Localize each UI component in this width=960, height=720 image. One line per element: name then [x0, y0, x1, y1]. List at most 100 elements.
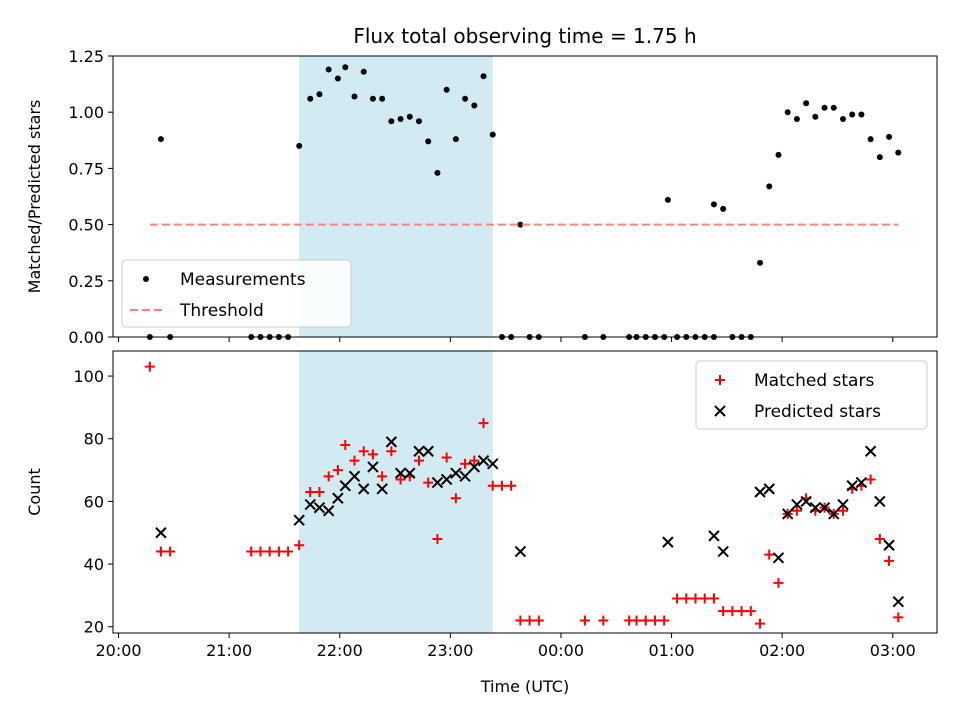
top-series — [146, 64, 902, 340]
data-point — [710, 201, 717, 208]
data-point — [489, 131, 496, 138]
data-point — [672, 593, 683, 604]
data-point — [755, 618, 766, 629]
data-point — [662, 536, 674, 548]
y-tick-label: 0.00 — [68, 328, 104, 347]
data-point — [837, 498, 849, 511]
data-point — [763, 483, 775, 495]
data-point — [892, 595, 904, 608]
data-point — [425, 138, 432, 145]
data-point — [416, 118, 423, 125]
data-point — [340, 440, 351, 450]
data-point — [406, 113, 413, 120]
data-point — [717, 545, 729, 558]
y-tick-label: 80 — [84, 430, 104, 449]
data-point — [865, 474, 876, 485]
data-point — [377, 471, 388, 482]
data-point — [864, 445, 877, 457]
data-point — [812, 113, 819, 120]
observing-time-span — [299, 351, 493, 633]
data-point — [376, 483, 388, 495]
bottom-ticks: 20:00 21:00 22:00 23:00 00:00 01:00 02:00 03:00… — [73, 367, 915, 660]
data-point — [369, 95, 376, 102]
bottom-legend: Matched stars Predicted stars — [695, 360, 928, 430]
data-point — [305, 487, 316, 497]
data-point — [367, 461, 379, 473]
data-point — [809, 501, 822, 514]
data-point — [478, 418, 489, 429]
data-point — [884, 555, 895, 566]
data-point — [727, 606, 738, 617]
data-point — [394, 467, 407, 479]
data-point — [404, 467, 416, 479]
data-point — [332, 492, 344, 504]
data-point — [631, 615, 642, 626]
data-point — [649, 615, 660, 626]
data-point — [874, 495, 886, 508]
data-point — [379, 95, 386, 102]
bottom-axes-frame — [112, 350, 938, 634]
data-point — [791, 505, 802, 516]
legend-marker — [715, 375, 725, 385]
data-point — [640, 615, 651, 626]
data-point — [432, 534, 443, 544]
data-point — [487, 480, 498, 491]
y-tick-label: 1.00 — [68, 103, 104, 122]
data-point — [358, 446, 369, 457]
data-point — [155, 546, 166, 557]
data-point — [681, 593, 692, 604]
data-point — [772, 552, 785, 564]
x-tick-label: 03:00 — [870, 641, 916, 660]
data-point — [434, 169, 441, 176]
data-point — [323, 471, 334, 482]
data-point — [460, 458, 471, 469]
data-point — [431, 476, 444, 489]
data-point — [351, 93, 358, 100]
y-tick-label: 60 — [84, 492, 104, 511]
data-point — [342, 64, 349, 71]
x-tick-label: 22:00 — [317, 641, 363, 660]
legend-box — [695, 360, 928, 430]
data-point — [754, 486, 766, 498]
data-point — [332, 465, 343, 476]
data-point — [839, 115, 846, 122]
data-point — [452, 136, 459, 143]
legend-label: Predicted stars — [754, 402, 881, 422]
x-axis-label: Time (UTC) — [480, 677, 569, 696]
x-tick-label: 21:00 — [206, 641, 252, 660]
data-point — [517, 221, 524, 228]
data-point — [413, 445, 425, 457]
legend-label: Matched stars — [754, 371, 874, 391]
data-point — [157, 136, 164, 143]
data-point — [818, 501, 831, 514]
data-point — [314, 487, 325, 497]
data-point — [515, 615, 526, 626]
data-point — [388, 118, 395, 125]
data-point — [837, 505, 848, 516]
bottom-y-axis-label: Count — [25, 468, 44, 516]
y-tick-label: 0.25 — [68, 272, 104, 291]
x-tick-label: 23:00 — [427, 641, 473, 660]
data-point — [855, 476, 868, 489]
data-point — [659, 615, 670, 626]
data-point — [773, 577, 784, 588]
legend-label: Threshold — [179, 301, 264, 321]
shaded-span — [299, 351, 493, 633]
data-point — [757, 259, 764, 266]
data-point — [296, 142, 303, 149]
data-point — [468, 461, 481, 473]
data-point — [477, 454, 490, 467]
legend-box — [121, 259, 352, 328]
data-point — [294, 540, 305, 551]
data-point — [349, 455, 360, 466]
data-point — [867, 136, 874, 143]
y-tick-label: 100 — [73, 367, 104, 386]
y-tick-label: 1.25 — [68, 47, 104, 66]
x-tick-label: 02:00 — [759, 641, 805, 660]
data-point — [440, 473, 453, 486]
data-point — [144, 361, 155, 372]
data-point — [893, 612, 904, 623]
legend-label: Measurements — [180, 270, 306, 290]
series-predicted-stars — [155, 436, 904, 608]
data-point — [524, 615, 535, 626]
